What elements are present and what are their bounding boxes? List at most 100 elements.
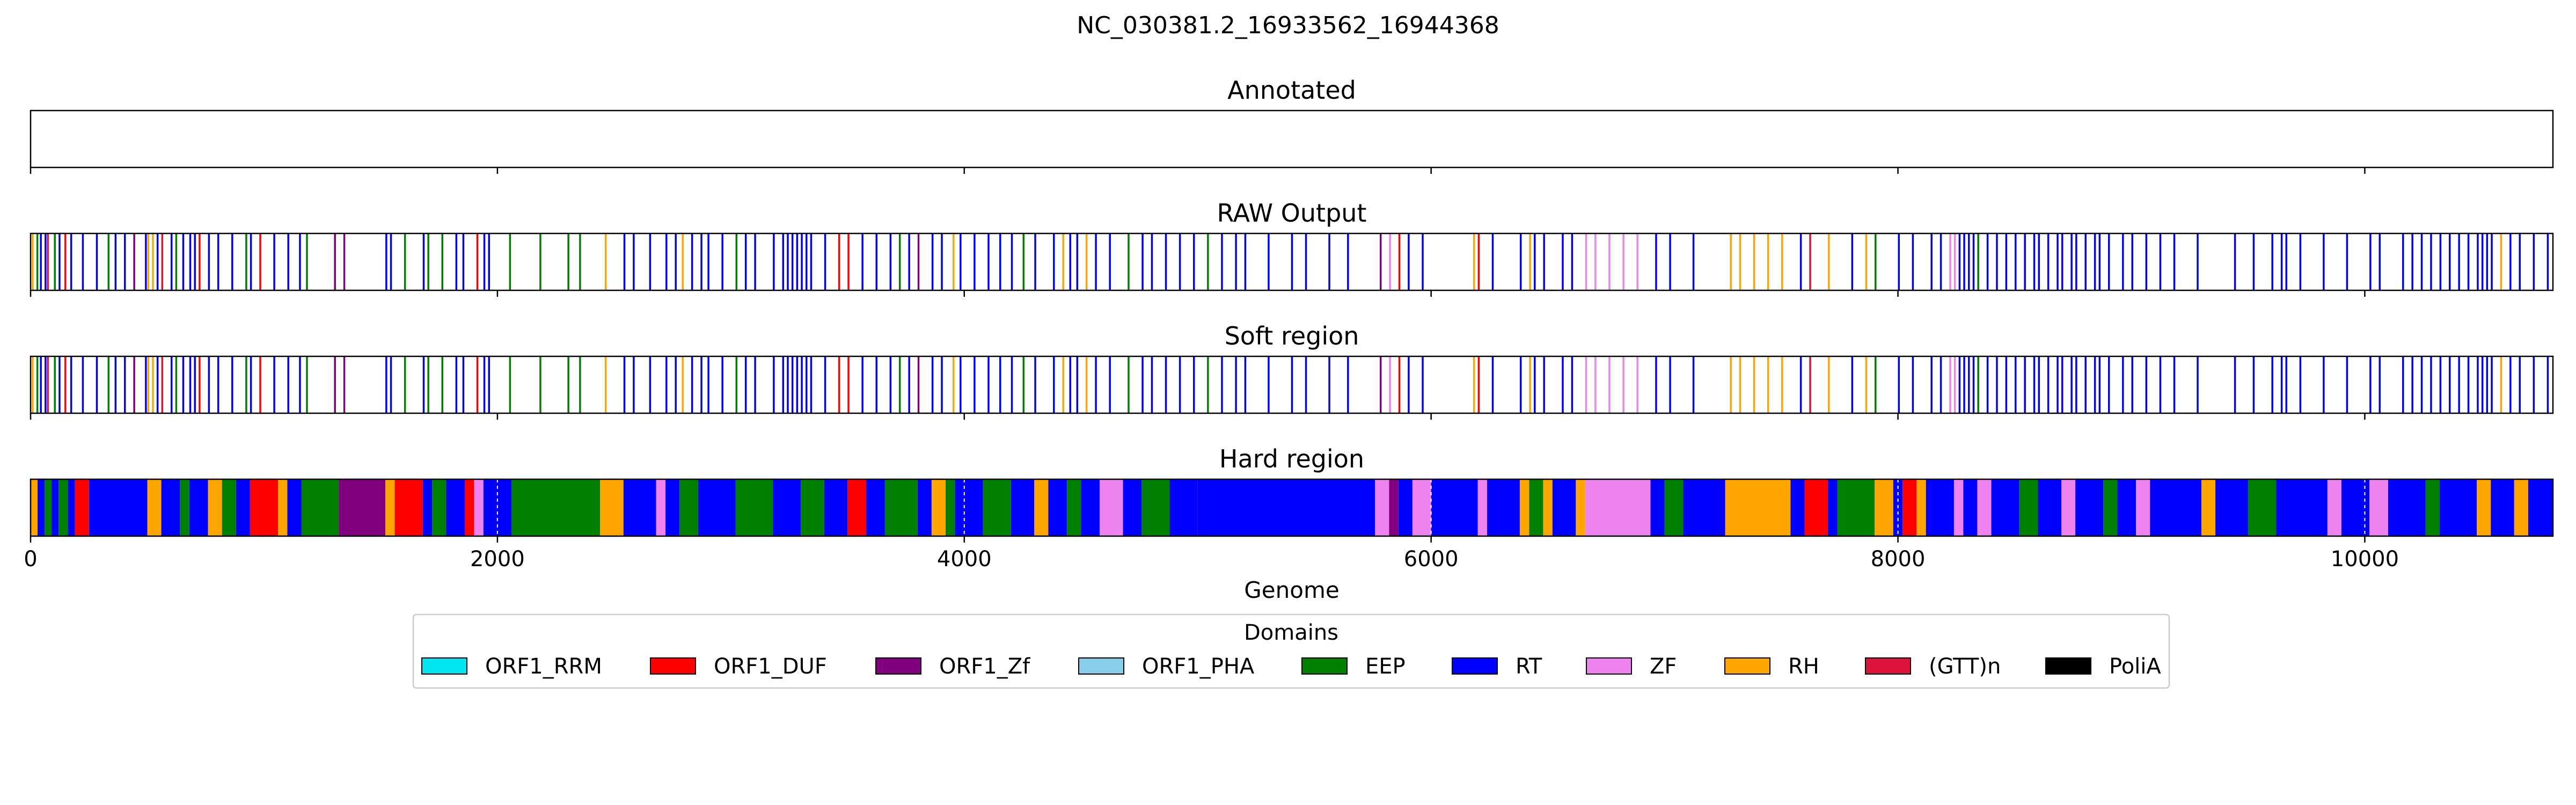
legend-label: RT [1516,654,1542,679]
segment-orf1zf [133,233,135,290]
segment-eep [735,356,738,413]
segment-rh [1781,356,1783,413]
segment-rt [1799,233,1802,290]
segment-orf1zf [917,356,920,413]
segment-rh [1767,356,1769,413]
segment-rt [70,233,72,290]
segment-rt [1169,479,1198,536]
segment-rt [2015,356,2017,413]
segment-rt [2276,479,2328,536]
segment-rt [810,356,813,413]
segment-rt [908,233,910,290]
segment-rt [2379,356,2381,413]
segment-rt [2379,233,2381,290]
segment-gttn [47,233,49,290]
segment-eep [579,356,581,413]
segment-orf1duf [847,479,867,536]
segment-rh [2500,233,2502,290]
segment-rt [250,233,252,290]
legend-swatch [1452,657,1498,675]
segment-eep [2425,479,2440,536]
segment-rt [1543,233,1545,290]
segment-eep [432,479,447,536]
segment-rt [70,356,72,413]
segment-eep [1875,356,1877,413]
segment-rt [488,356,490,413]
segment-rt [824,356,826,413]
segments [32,233,2549,290]
segment-eep [945,479,955,536]
segment-eep [983,479,1011,536]
segment-rt [2346,356,2348,413]
segment-rt [1963,479,1978,536]
segment-rt [1491,233,1494,290]
segment-rt [875,233,877,290]
segment-rt [2057,233,2059,290]
segment-rt [390,233,392,290]
legend-swatch [1301,657,1348,675]
legend-label: ORF1_PHA [1142,654,1255,679]
legend-label: ZF [1650,654,1677,679]
panel-title: RAW Output [1217,199,1367,228]
segment-rt [1790,479,1805,536]
segment-rt [2285,356,2288,413]
segment-rt [462,233,465,290]
legend-swatch [650,657,696,675]
segment-rt [649,233,652,290]
segment-rt [1165,233,1167,290]
segment-rt [1519,233,1522,290]
segment-orf1zf [339,479,386,536]
segment-orf1zf [1389,479,1399,536]
segment-rt [2075,356,2077,413]
segment-rt [1076,233,1079,290]
segments [32,356,2549,413]
segment-rt [1519,356,1522,413]
segment-rt [691,233,693,290]
segment-rt [40,356,42,413]
segment-eep [404,233,406,290]
segment-rt [1828,479,1838,536]
segment-eep [36,233,39,290]
segment-rt [796,356,799,413]
segment-rt [96,356,98,413]
segment-rt [2411,233,2413,290]
segment-rt [182,356,185,413]
segment-eep [175,356,178,413]
segment-rt [1095,356,1097,413]
segment-rt [1244,356,1247,413]
segment-gttn [1809,233,1811,290]
segment-rt [1534,233,1536,290]
segment-zf [1389,233,1391,290]
segment-zf [1594,356,1597,413]
segment-zf [2061,479,2076,536]
segment-rh [1916,479,1926,536]
segment-rt [2323,233,2325,290]
segment-rt [633,233,635,290]
segment-rt [861,233,863,290]
segment-zf [1636,233,1638,290]
legend-label: EEP [1365,654,1406,679]
segment-eep [1664,479,1684,536]
segment-rt [1851,233,1854,290]
segment-rt [2145,233,2148,290]
segment-rt [194,233,196,290]
segment-zf [1100,479,1123,536]
segment-rh [1529,356,1531,413]
segment-orf1duf [394,479,423,536]
segment-rh [2514,479,2528,536]
segment-orf1duf [1477,356,1480,413]
segment-rt [782,356,784,413]
segment-zf [1585,356,1587,413]
segment-rt [665,356,668,413]
segment-orf1duf [476,356,479,413]
segment-rt [40,233,42,290]
segment-rt [1235,356,1237,413]
segment-orf1duf [838,233,840,290]
segment-rt [889,356,892,413]
segment-rt [2449,233,2451,290]
segment-rt [2458,356,2460,413]
segment-rt [1291,356,1293,413]
segment-rt [446,479,465,536]
segment-rt [1076,356,1079,413]
